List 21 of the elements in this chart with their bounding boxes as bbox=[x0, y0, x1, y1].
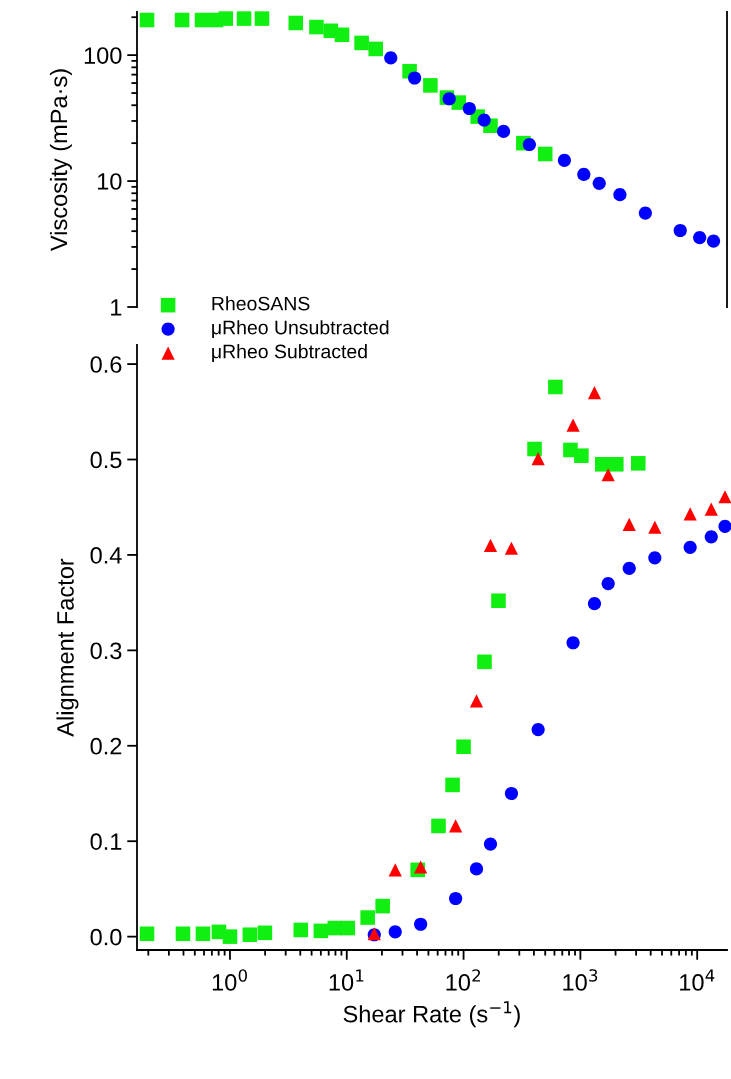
y-axis-title: Viscosity (mPa·s) bbox=[49, 69, 72, 252]
x-tick-label: 10$^{3}$ bbox=[563, 969, 598, 991]
y-tick-label: 0.5 bbox=[90, 451, 122, 469]
y-tick-label: 0.3 bbox=[90, 642, 122, 660]
y-tick-label: 0.4 bbox=[90, 547, 122, 564]
legend-label: μRheo Subtracted bbox=[212, 344, 367, 362]
y-tick-label: 10 bbox=[97, 173, 122, 190]
legend-label: μRheo Unsubtracted bbox=[212, 320, 389, 338]
x-tick-label: 10$^{2}$ bbox=[446, 969, 481, 991]
y-tick-label: 0.2 bbox=[90, 737, 122, 755]
x-tick-label: 10$^{4}$ bbox=[680, 969, 715, 991]
x-axis-title: Shear Rate (s$^{−1}$) bbox=[343, 1001, 520, 1028]
y-axis-title: Alignment Factor bbox=[56, 558, 79, 737]
y-tick-label: 0.6 bbox=[90, 356, 122, 373]
y-tick-label: 1 bbox=[111, 299, 122, 316]
y-tick-label: 100 bbox=[84, 47, 122, 64]
y-tick-label: 0.1 bbox=[90, 833, 122, 850]
x-tick-label: 10$^{0}$ bbox=[212, 969, 247, 991]
x-tick-label: 10$^{1}$ bbox=[329, 969, 364, 991]
y-tick-label: 0.0 bbox=[90, 928, 122, 946]
legend-label: RheoSANS bbox=[212, 296, 310, 311]
